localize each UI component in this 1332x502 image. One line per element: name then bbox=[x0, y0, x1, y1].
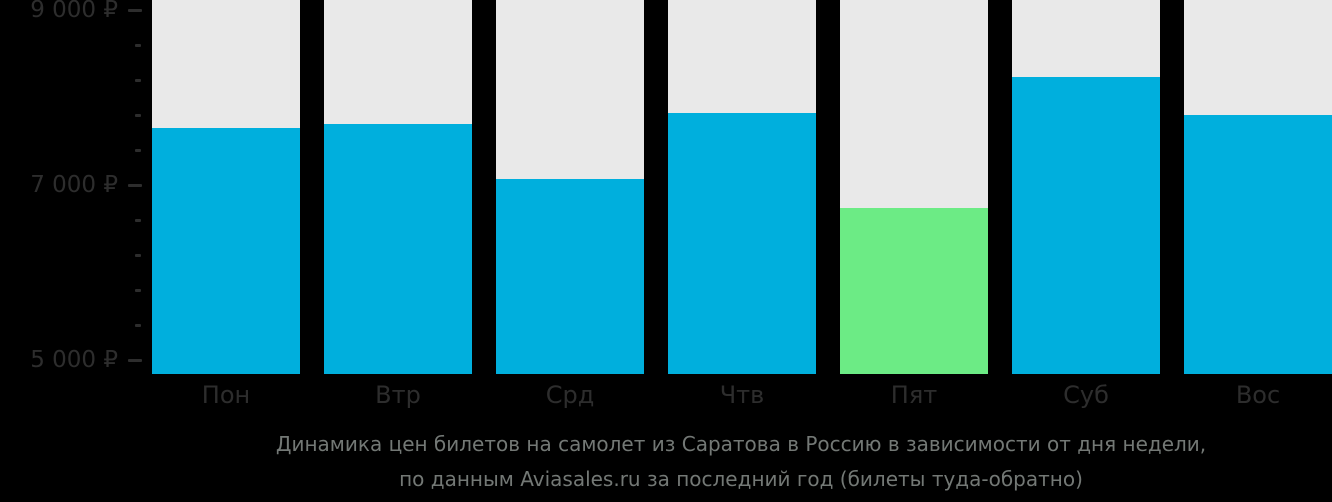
x-axis-label-Пят: Пят bbox=[890, 381, 938, 409]
bar-track-Вос bbox=[1184, 0, 1332, 374]
y-axis-minor-tick-6600 bbox=[135, 218, 141, 222]
x-axis-label-Чтв: Чтв bbox=[719, 381, 765, 409]
y-axis-label-7000: 7 000 ₽ bbox=[30, 171, 118, 198]
y-axis-major-tick-9000 bbox=[128, 8, 142, 12]
plot-area: Пон Втр Срд Чтв Пят Суб Вос 9 000 ₽ 7 000 ₽ 5 000… bbox=[30, 0, 1332, 409]
x-axis-label-Пон: Пон bbox=[201, 381, 251, 409]
y-axis-label-9000: 9 000 ₽ bbox=[30, 0, 118, 23]
y-axis-minor-tick-5400 bbox=[135, 323, 141, 327]
bar-track-Пят bbox=[840, 0, 988, 374]
y-axis-major-tick-5000 bbox=[128, 358, 142, 362]
x-axis-label-Суб: Суб bbox=[1063, 381, 1109, 409]
bar-Срд bbox=[496, 178, 644, 374]
bar-track-Суб bbox=[1012, 0, 1160, 374]
bar-Пон bbox=[152, 128, 300, 374]
bar-track-Пон bbox=[152, 0, 300, 374]
y-axis-minor-tick-5800 bbox=[135, 288, 141, 292]
y-axis-major-tick-7000 bbox=[128, 183, 142, 187]
bar-Чтв bbox=[668, 113, 816, 374]
x-axis-label-Срд: Срд bbox=[545, 381, 595, 409]
bar-Суб bbox=[1012, 76, 1160, 374]
bar-Втр bbox=[324, 123, 472, 374]
bar-Вос bbox=[1184, 115, 1332, 374]
x-axis-label-Вос: Вос bbox=[1235, 381, 1281, 409]
bar-track-Срд bbox=[496, 0, 644, 374]
x-axis-label-Втр: Втр bbox=[375, 381, 421, 409]
y-axis-minor-tick-7400 bbox=[135, 148, 141, 152]
caption-line-1: Динамика цен билетов на самолет из Сарат… bbox=[275, 432, 1207, 456]
y-axis-label-5000: 5 000 ₽ bbox=[30, 346, 118, 373]
caption-line-2: по данным Aviasales.ru за последний год … bbox=[399, 467, 1083, 491]
y-axis-minor-tick-8200 bbox=[135, 78, 141, 82]
bar-track-Втр bbox=[324, 0, 472, 374]
bar-track-Чтв bbox=[668, 0, 816, 374]
bar-Пят bbox=[840, 207, 988, 374]
y-axis-minor-tick-8600 bbox=[135, 43, 141, 47]
y-axis-minor-tick-6200 bbox=[135, 253, 141, 257]
y-axis-minor-tick-7800 bbox=[135, 113, 141, 117]
